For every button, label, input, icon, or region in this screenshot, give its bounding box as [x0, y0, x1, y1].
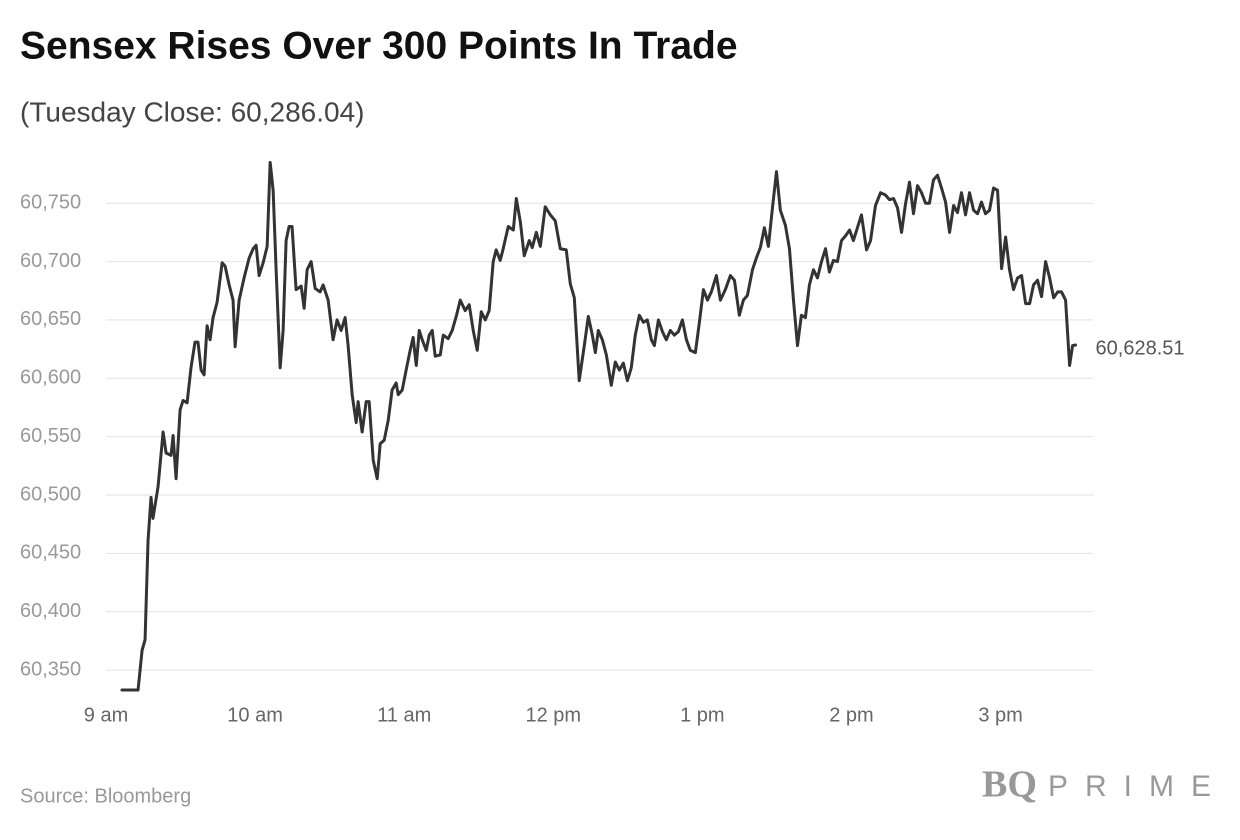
x-tick-label: 3 pm	[978, 704, 1022, 726]
y-tick-label: 60,450	[20, 542, 81, 564]
x-tick-label: 2 pm	[829, 704, 873, 726]
y-tick-label: 60,600	[20, 367, 81, 389]
x-tick-label: 12 pm	[525, 704, 581, 726]
chart-title: Sensex Rises Over 300 Points In Trade	[20, 24, 738, 67]
y-tick-label: 60,350	[20, 658, 81, 680]
price-line	[120, 160, 1078, 692]
brand-mark: BQ	[982, 764, 1037, 806]
x-tick-label: 11 am	[377, 704, 431, 726]
source-note: Source: Bloomberg	[20, 785, 191, 807]
chart-subtitle: (Tuesday Close: 60,286.04)	[20, 96, 365, 127]
brand-name: PRIME	[1048, 770, 1228, 803]
y-tick-label: 60,500	[20, 483, 81, 505]
y-tick-label: 60,700	[20, 250, 81, 272]
x-tick-label: 9 am	[84, 704, 128, 726]
y-tick-label: 60,400	[20, 600, 81, 622]
y-tick-label: 60,550	[20, 425, 81, 447]
y-tick-label: 60,650	[20, 308, 81, 330]
value-label: 60,628.51	[1096, 337, 1185, 359]
x-tick-label: 10 am	[227, 704, 283, 726]
x-tick-label: 1 pm	[680, 704, 724, 726]
y-tick-label: 60,750	[20, 191, 81, 213]
